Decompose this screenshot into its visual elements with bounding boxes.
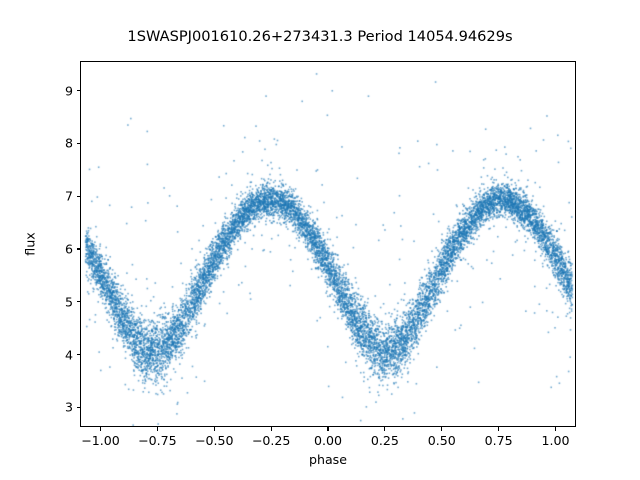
y-tick-mark: [76, 142, 80, 144]
x-tick-label: 1.00: [541, 433, 570, 448]
x-tick-label: 0.75: [484, 433, 513, 448]
y-tick-label: 8: [64, 135, 73, 151]
y-tick-label: 9: [64, 83, 73, 99]
y-axis-label: flux: [22, 232, 38, 256]
x-tick-mark: [327, 427, 329, 431]
x-tick-label: 0.00: [313, 433, 343, 448]
x-tick-mark: [441, 427, 443, 431]
x-tick-mark: [384, 427, 386, 431]
x-tick-label: −0.50: [194, 433, 234, 448]
scatter-data-layer: [81, 62, 575, 426]
y-tick-label: 4: [64, 347, 73, 363]
y-tick-mark: [76, 301, 80, 303]
y-tick-label: 5: [64, 294, 73, 310]
y-tick-label: 7: [64, 188, 73, 204]
x-tick-mark: [498, 427, 500, 431]
x-tick-label: −0.25: [251, 433, 291, 448]
x-tick-label: −1.00: [81, 433, 120, 448]
plot-title: 1SWASPJ001610.26+273431.3 Period 14054.9…: [127, 28, 513, 45]
y-tick-mark: [76, 195, 80, 197]
x-axis-label: phase: [308, 452, 347, 467]
y-tick-label: 3: [64, 399, 73, 415]
x-tick-mark: [156, 427, 158, 431]
x-tick-label: 0.25: [370, 433, 399, 448]
x-tick-mark: [554, 427, 557, 431]
y-tick-mark: [76, 406, 80, 408]
y-tick-mark: [76, 354, 80, 356]
x-tick-mark: [99, 427, 102, 431]
y-tick-mark: [76, 248, 80, 250]
plot-axes: [80, 61, 576, 427]
y-tick-label: 6: [64, 241, 73, 257]
x-tick-label: 0.50: [427, 433, 456, 448]
y-tick-mark: [76, 90, 80, 92]
x-tick-mark: [213, 427, 215, 431]
x-tick-label: −0.75: [138, 433, 177, 448]
x-tick-mark: [270, 427, 272, 431]
